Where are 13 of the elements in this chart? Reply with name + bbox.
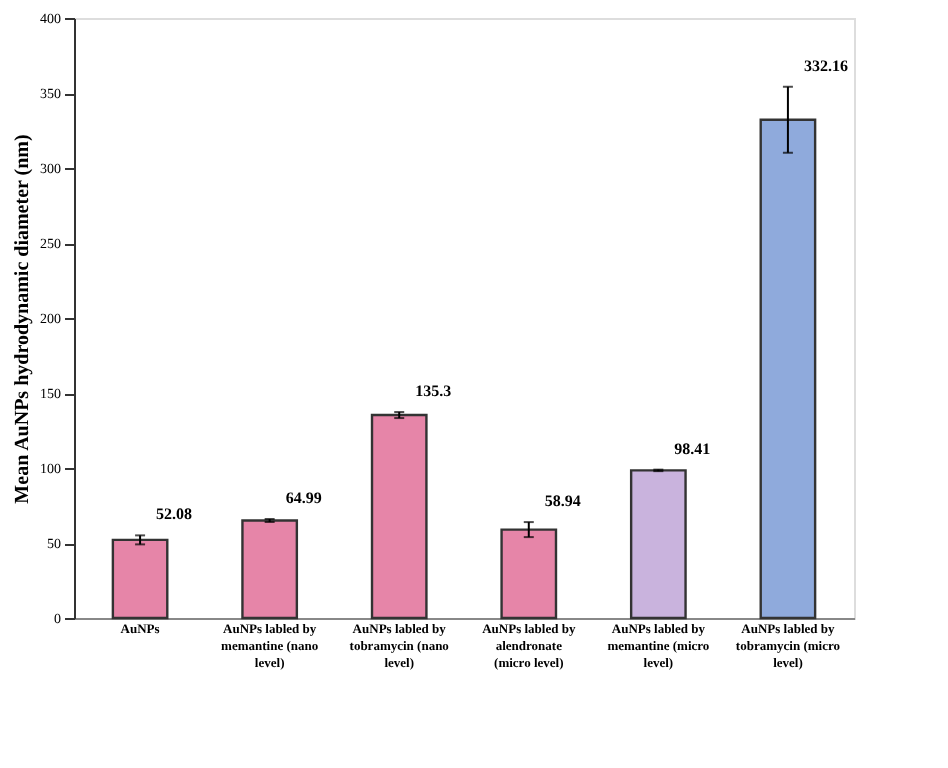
data-label: 58.94 xyxy=(544,492,581,511)
data-label: 52.08 xyxy=(156,505,193,524)
bar xyxy=(111,538,169,620)
y-axis-title: Mean AuNPs hydrodynamic diameter (nm) xyxy=(12,134,34,504)
data-label: 135.3 xyxy=(415,382,452,401)
bar xyxy=(241,519,299,620)
bar xyxy=(629,469,687,620)
bar xyxy=(370,413,428,620)
bar xyxy=(500,528,558,620)
data-label: 98.41 xyxy=(674,439,711,458)
bar xyxy=(759,118,817,620)
data-label: 64.99 xyxy=(285,489,322,508)
data-label: 332.16 xyxy=(803,56,848,75)
